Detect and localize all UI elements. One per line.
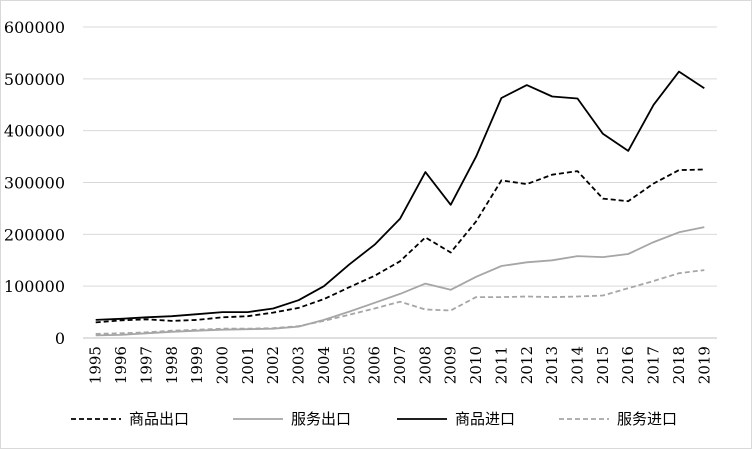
x-tick-label: 2014 bbox=[569, 346, 587, 384]
x-tick-label: 2011 bbox=[492, 346, 510, 384]
x-tick-label: 2009 bbox=[442, 346, 460, 384]
series-line bbox=[95, 269, 705, 335]
legend-item: 服务进口 bbox=[559, 410, 677, 428]
x-tick-label: 1996 bbox=[112, 346, 130, 384]
legend-item: 商品进口 bbox=[397, 410, 515, 428]
x-tick-label: 2003 bbox=[290, 346, 308, 384]
legend-label: 商品出口 bbox=[129, 410, 189, 428]
x-tick-label: 1995 bbox=[87, 346, 105, 384]
x-tick-label: 2019 bbox=[695, 346, 713, 384]
legend-label: 服务进口 bbox=[617, 410, 677, 428]
y-tick-label: 300000 bbox=[4, 174, 65, 193]
x-tick-label: 1998 bbox=[163, 346, 181, 384]
x-tick-label: 1999 bbox=[188, 346, 206, 384]
y-tick-label: 400000 bbox=[4, 122, 65, 141]
x-tick-label: 2008 bbox=[416, 346, 434, 384]
x-tick-label: 2004 bbox=[315, 346, 333, 384]
x-tick-label: 2015 bbox=[594, 346, 612, 384]
series-line bbox=[95, 70, 705, 321]
y-tick-label: 0 bbox=[55, 329, 65, 348]
x-tick-label: 2016 bbox=[619, 346, 637, 384]
legend: 商品出口 服务出口 商品进口 服务进口 bbox=[71, 410, 677, 428]
legend-label: 商品进口 bbox=[455, 410, 515, 428]
y-tick-label: 100000 bbox=[4, 277, 65, 296]
series-line bbox=[95, 226, 705, 337]
x-tick-label: 2007 bbox=[391, 346, 409, 384]
x-tick-label: 2017 bbox=[645, 346, 663, 384]
x-tick-label: 2006 bbox=[366, 346, 384, 384]
x-axis-ticks: 1995 1996 1997 1998 1999 2000 2001 2002 2003 2004… bbox=[87, 346, 714, 384]
x-tick-label: 2002 bbox=[264, 346, 282, 384]
y-tick-label: 200000 bbox=[4, 225, 65, 244]
x-tick-label: 2001 bbox=[239, 346, 257, 384]
legend-item: 服务出口 bbox=[233, 410, 351, 428]
legend-label: 服务出口 bbox=[291, 410, 351, 428]
x-tick-label: 1997 bbox=[137, 346, 155, 384]
x-tick-label: 2012 bbox=[518, 346, 536, 384]
series-lines bbox=[95, 70, 705, 337]
grid-lines bbox=[83, 26, 717, 287]
x-tick-label: 2000 bbox=[213, 346, 231, 384]
y-tick-label: 500000 bbox=[4, 70, 65, 89]
legend-item: 商品出口 bbox=[71, 410, 189, 428]
y-tick-label: 600000 bbox=[4, 18, 65, 37]
x-tick-label: 2005 bbox=[340, 346, 358, 384]
x-tick-label: 2013 bbox=[543, 346, 561, 384]
y-axis-ticks: 0 100000 200000 300000 400000 500000 600000 bbox=[4, 18, 65, 348]
x-tick-label: 2018 bbox=[670, 346, 688, 384]
x-tick-label: 2010 bbox=[467, 346, 485, 384]
series-line bbox=[95, 168, 705, 324]
